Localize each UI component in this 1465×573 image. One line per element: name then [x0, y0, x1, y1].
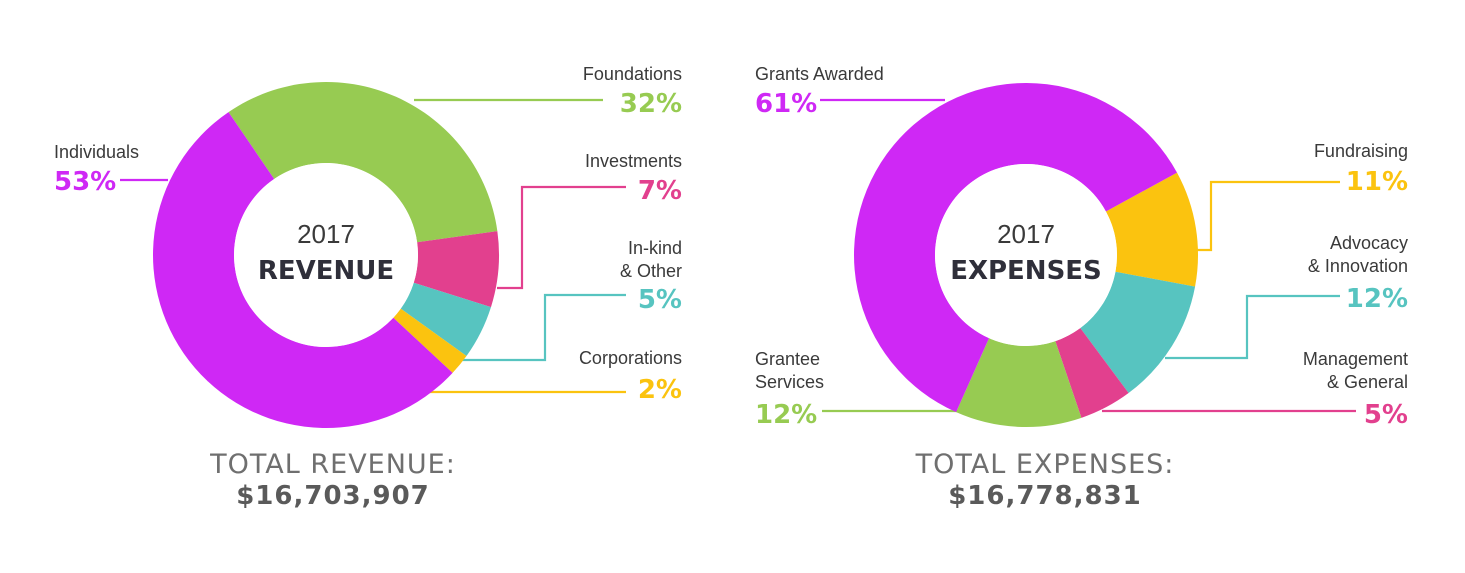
- slice-percent: 11%: [1346, 167, 1408, 197]
- slice-label: Grantee Services: [755, 349, 824, 392]
- slice-percent: 7%: [638, 176, 682, 206]
- slice-individuals: [153, 112, 453, 428]
- donut-hole: [935, 164, 1117, 346]
- slice-investments: [413, 231, 500, 308]
- total-value: $16,703,907: [236, 481, 430, 511]
- slice-label: In-kind & Other: [620, 238, 682, 281]
- slice-label: Investments: [585, 151, 682, 171]
- center-kind: EXPENSES: [950, 256, 1102, 286]
- slice-percent: 12%: [755, 400, 817, 430]
- slice-advocacy: [1080, 271, 1196, 394]
- slice-label: Fundraising: [1314, 141, 1408, 161]
- slice-in-kind: [400, 282, 491, 356]
- center-year: 2017: [297, 219, 355, 249]
- slice-label: Corporations: [579, 348, 682, 368]
- slice-percent: 5%: [1364, 400, 1408, 430]
- donut-chart-expenses: 2017 EXPENSES Fundraising 11% Advocacy & Inno…: [755, 64, 1408, 511]
- slice-percent: 32%: [620, 89, 682, 119]
- slice-label: Individuals: [54, 142, 139, 162]
- slice-corporations: [393, 308, 467, 373]
- leader-line-1-1: [1165, 294, 1340, 360]
- slice-percent: 61%: [755, 89, 817, 119]
- slice-percent: 12%: [1346, 284, 1408, 314]
- slice-foundations: [228, 81, 498, 243]
- leader-line-0-1: [497, 185, 626, 290]
- slice-percent: 2%: [638, 375, 682, 405]
- slice-label: Advocacy & Innovation: [1308, 233, 1408, 276]
- slice-percent: 53%: [54, 167, 116, 197]
- center-year: 2017: [997, 219, 1055, 249]
- slice-percent: 5%: [638, 285, 682, 315]
- total-value: $16,778,831: [948, 481, 1142, 511]
- center-kind: REVENUE: [258, 256, 394, 286]
- total-label: TOTAL REVENUE:: [209, 449, 456, 480]
- donut-chart-revenue: 2017 REVENUE Foundations 32% Investments 7% In…: [54, 64, 682, 511]
- slice-fundraising: [1105, 172, 1198, 287]
- total-label: TOTAL EXPENSES:: [915, 449, 1175, 480]
- slice-label: Grants Awarded: [755, 64, 884, 84]
- leader-line-0-2: [451, 293, 626, 362]
- slice-grantee: [956, 338, 1082, 427]
- slice-label: Foundations: [583, 64, 682, 84]
- slice-management: [1055, 328, 1129, 418]
- slice-grants-awarded: [853, 83, 1178, 413]
- leader-line-1-0: [1190, 180, 1340, 252]
- slice-label: Management & General: [1303, 349, 1408, 392]
- donut-hole: [234, 163, 418, 347]
